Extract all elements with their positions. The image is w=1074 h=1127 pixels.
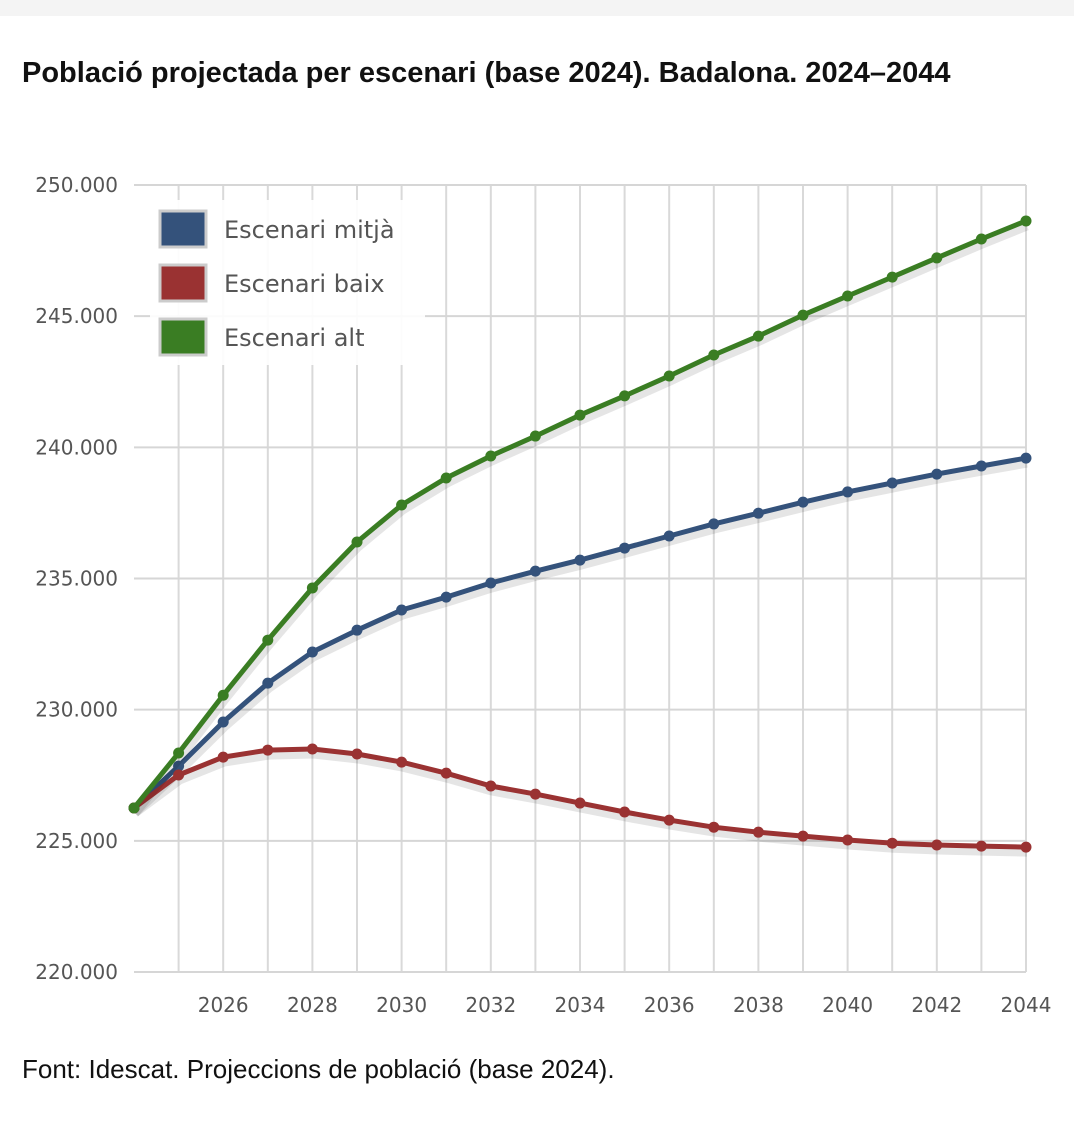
data-point[interactable]: [173, 769, 185, 781]
line-chart: 220.000 225.000 230.000 235.000 240.000 245.0…: [35, 173, 1052, 1017]
data-point[interactable]: [440, 472, 452, 484]
data-point[interactable]: [485, 780, 497, 792]
grid: [134, 184, 1027, 973]
source-note: Font: Idescat. Projeccions de població (…: [22, 1054, 615, 1084]
legend-item[interactable]: Escenari baix: [158, 263, 385, 303]
data-point[interactable]: [574, 797, 586, 809]
data-point[interactable]: [886, 837, 898, 849]
data-point[interactable]: [752, 507, 764, 519]
data-point[interactable]: [396, 499, 408, 511]
data-point[interactable]: [619, 542, 631, 554]
data-point[interactable]: [173, 760, 185, 772]
data-point[interactable]: [797, 830, 809, 842]
legend-label: Escenari alt: [224, 324, 365, 352]
y-tick-label: 220.000: [35, 960, 118, 984]
legend: Escenari mitjà Escenari baix Escenari alt: [150, 200, 425, 365]
data-point[interactable]: [262, 634, 274, 646]
x-tick-label: 2032: [465, 993, 516, 1017]
x-tick-label: 2026: [198, 993, 249, 1017]
top-bar: [0, 0, 1074, 16]
data-point[interactable]: [1020, 452, 1032, 464]
data-point[interactable]: [440, 767, 452, 779]
legend-item[interactable]: Escenari alt: [158, 317, 365, 357]
x-tick-label: 2044: [1001, 993, 1052, 1017]
data-point[interactable]: [975, 840, 987, 852]
legend-swatch: [158, 209, 208, 249]
data-point[interactable]: [574, 554, 586, 566]
series-0: [128, 452, 1032, 817]
y-tick-label: 225.000: [35, 829, 118, 853]
data-point[interactable]: [529, 788, 541, 800]
x-tick-label: 2034: [555, 993, 606, 1017]
data-point[interactable]: [663, 370, 675, 382]
data-point[interactable]: [842, 834, 854, 846]
series-group: [128, 215, 1032, 857]
x-axis: 2026 2028 2030 2032 2034 2036 2038 2040 2042 2044: [198, 993, 1052, 1017]
data-point[interactable]: [485, 577, 497, 589]
data-point[interactable]: [663, 530, 675, 542]
data-point[interactable]: [619, 806, 631, 818]
data-point[interactable]: [886, 271, 898, 283]
data-point[interactable]: [708, 821, 720, 833]
data-point[interactable]: [217, 716, 229, 728]
x-tick-label: 2042: [911, 993, 962, 1017]
data-point[interactable]: [842, 486, 854, 498]
x-tick-label: 2036: [644, 993, 695, 1017]
legend-label: Escenari baix: [224, 270, 385, 298]
data-point[interactable]: [708, 349, 720, 361]
y-tick-label: 230.000: [35, 698, 118, 722]
data-point[interactable]: [797, 496, 809, 508]
data-point[interactable]: [351, 624, 363, 636]
data-point[interactable]: [931, 839, 943, 851]
series-2: [128, 215, 1032, 816]
legend-swatch: [158, 317, 208, 357]
data-point[interactable]: [306, 646, 318, 658]
data-point[interactable]: [440, 591, 452, 603]
data-point[interactable]: [262, 677, 274, 689]
data-point[interactable]: [351, 748, 363, 760]
x-tick-label: 2030: [376, 993, 427, 1017]
data-point[interactable]: [752, 330, 764, 342]
chart-title: Població projectada per escenari (base 2…: [22, 57, 951, 89]
legend-swatch: [158, 263, 208, 303]
data-point[interactable]: [1020, 841, 1032, 853]
data-point[interactable]: [217, 751, 229, 763]
data-point[interactable]: [262, 744, 274, 756]
y-tick-label: 245.000: [35, 304, 118, 328]
data-point[interactable]: [931, 252, 943, 264]
data-point[interactable]: [128, 802, 140, 814]
data-point[interactable]: [975, 233, 987, 245]
data-point[interactable]: [1020, 215, 1032, 227]
x-tick-label: 2038: [733, 993, 784, 1017]
data-point[interactable]: [619, 390, 631, 402]
data-point[interactable]: [574, 409, 586, 421]
data-point[interactable]: [217, 689, 229, 701]
data-point[interactable]: [306, 582, 318, 594]
data-point[interactable]: [396, 756, 408, 768]
data-point[interactable]: [975, 460, 987, 472]
series-1: [128, 743, 1032, 857]
data-point[interactable]: [708, 518, 720, 530]
data-point[interactable]: [931, 468, 943, 480]
legend-item[interactable]: Escenari mitjà: [158, 209, 395, 249]
x-tick-label: 2028: [287, 993, 338, 1017]
y-tick-label: 235.000: [35, 567, 118, 591]
x-tick-label: 2040: [822, 993, 873, 1017]
data-point[interactable]: [351, 536, 363, 548]
data-point[interactable]: [306, 743, 318, 755]
data-point[interactable]: [485, 450, 497, 462]
data-point[interactable]: [173, 747, 185, 759]
y-tick-label: 250.000: [35, 173, 118, 197]
data-point[interactable]: [663, 814, 675, 826]
legend-label: Escenari mitjà: [224, 216, 395, 244]
y-tick-label: 240.000: [35, 435, 118, 459]
data-point[interactable]: [396, 604, 408, 616]
data-point[interactable]: [886, 477, 898, 489]
data-point[interactable]: [529, 565, 541, 577]
data-point[interactable]: [529, 430, 541, 442]
y-axis: 220.000 225.000 230.000 235.000 240.000 245.0…: [35, 173, 118, 984]
data-point[interactable]: [752, 826, 764, 838]
data-point[interactable]: [797, 309, 809, 321]
data-point[interactable]: [842, 290, 854, 302]
